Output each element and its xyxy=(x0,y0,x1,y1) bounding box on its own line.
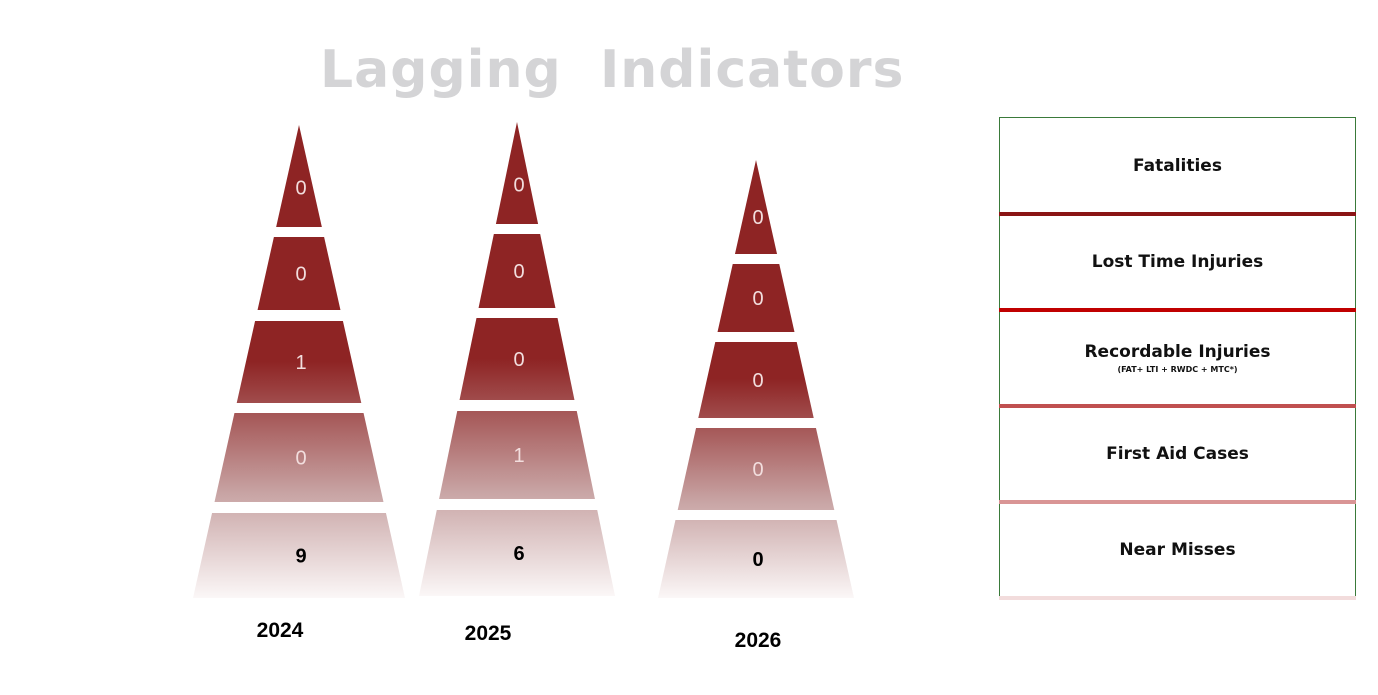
pyramid-chart: 0 0 1 0 9 2024 0 0 0 1 6 2025 0 0 0 0 0 2026 xyxy=(193,122,854,652)
pyramid-2026-value-recordable-injuries: 0 xyxy=(752,370,763,392)
legend-row-recordable-injuries: Recordable Injuries (FAT+ LTI + RWDC + M… xyxy=(1000,310,1355,406)
legend-row-near-misses: Near Misses xyxy=(1000,502,1355,598)
pyramid-2025-value-recordable-injuries: 0 xyxy=(513,349,524,371)
pyramid-2025-value-near-misses: 6 xyxy=(513,543,524,565)
legend-line-near-misses xyxy=(999,596,1356,600)
pyramid-2026-value-near-misses: 0 xyxy=(752,549,763,571)
pyramid-2025-tier-lost-time-injuries xyxy=(478,234,556,308)
pyramid-2026-tier-recordable-injuries xyxy=(698,342,814,418)
pyramid-2025-value-fatalities: 0 xyxy=(513,174,524,196)
pyramid-2025-tier-recordable-injuries xyxy=(459,318,575,400)
year-label-2024: 2024 xyxy=(257,619,304,642)
pyramid-2025-tier-fatalities xyxy=(495,122,539,224)
pyramid-2024-tier-recordable-injuries xyxy=(236,321,362,403)
pyramid-2026-tier-near-misses xyxy=(658,520,854,598)
pyramid-2024-tier-first-aid-cases xyxy=(214,413,384,502)
pyramid-2024-value-near-misses: 9 xyxy=(295,546,306,568)
year-label-2026: 2026 xyxy=(735,629,782,652)
legend-line-fatalities xyxy=(999,212,1356,216)
pyramid-2024-tier-lost-time-injuries xyxy=(257,237,341,310)
legend-line-first-aid-cases xyxy=(999,500,1356,504)
pyramid-2026-tier-first-aid-cases xyxy=(677,428,835,510)
pyramid-2026: 0 0 0 0 0 2026 xyxy=(658,160,854,652)
pyramid-2024-tier-fatalities xyxy=(276,125,322,227)
legend-label-first-aid-cases: First Aid Cases xyxy=(1106,444,1249,464)
year-label-2025: 2025 xyxy=(465,622,512,645)
pyramid-2025-value-lost-time-injuries: 0 xyxy=(513,261,524,283)
legend-panel: Fatalities Lost Time Injuries Recordable… xyxy=(999,117,1356,600)
pyramid-2026-value-fatalities: 0 xyxy=(752,207,763,229)
page-title: Lagging Indicators xyxy=(320,40,905,100)
pyramid-2025-value-first-aid-cases: 1 xyxy=(513,445,524,467)
pyramid-2025-tier-first-aid-cases xyxy=(439,411,595,499)
pyramid-2024-tier-near-misses xyxy=(193,513,405,598)
pyramid-2024-value-first-aid-cases: 0 xyxy=(295,448,306,470)
legend-row-fatalities: Fatalities xyxy=(1000,118,1355,214)
legend-label-fatalities: Fatalities xyxy=(1133,156,1222,176)
pyramid-2024-value-lost-time-injuries: 0 xyxy=(295,264,306,286)
pyramid-2026-tier-fatalities xyxy=(734,160,778,254)
pyramid-2026-value-first-aid-cases: 0 xyxy=(752,459,763,481)
legend-row-lost-time-injuries: Lost Time Injuries xyxy=(1000,214,1355,310)
pyramid-2025: 0 0 0 1 6 2025 xyxy=(419,122,615,645)
legend-line-lost-time-injuries xyxy=(999,308,1356,312)
legend-label-lost-time-injuries: Lost Time Injuries xyxy=(1091,252,1264,272)
pyramid-2024-value-fatalities: 0 xyxy=(295,177,306,199)
legend-sub-recordable-injuries: (FAT+ LTI + RWDC + MTC*) xyxy=(1117,365,1238,374)
pyramid-2024-value-recordable-injuries: 1 xyxy=(295,352,306,374)
legend-label-recordable-injuries: Recordable Injuries xyxy=(1084,342,1271,362)
pyramid-2024: 0 0 1 0 9 2024 xyxy=(193,125,405,642)
pyramid-2026-tier-lost-time-injuries xyxy=(717,264,795,332)
legend-label-near-misses: Near Misses xyxy=(1119,540,1236,560)
pyramid-2025-tier-near-misses xyxy=(419,510,615,596)
pyramid-2026-value-lost-time-injuries: 0 xyxy=(752,288,763,310)
legend-line-recordable-injuries xyxy=(999,404,1356,408)
legend-row-first-aid-cases: First Aid Cases xyxy=(1000,406,1355,502)
